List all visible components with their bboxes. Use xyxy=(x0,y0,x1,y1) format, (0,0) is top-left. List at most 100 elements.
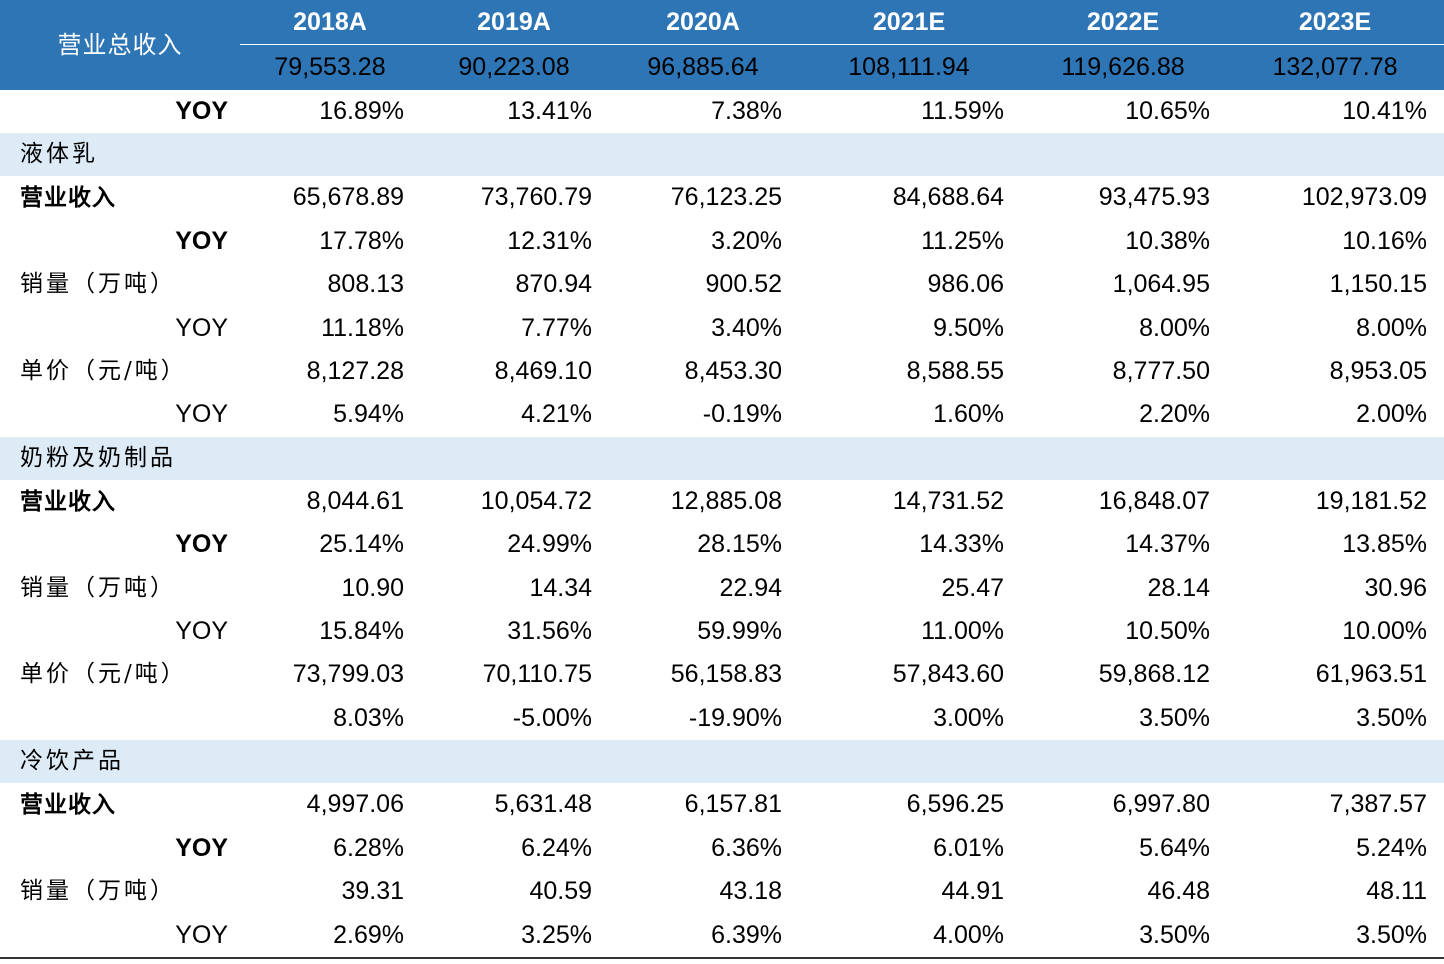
row-label: YOY xyxy=(175,400,228,429)
value-cell: 93,475.93 xyxy=(1098,183,1210,212)
row-label: 营业收入 xyxy=(20,184,116,212)
value-cell: 10.16% xyxy=(1342,226,1427,255)
value-cell: 59,868.12 xyxy=(1098,660,1210,689)
value-cell: 4,997.06 xyxy=(306,790,404,819)
value-cell: 6.24% xyxy=(521,833,592,862)
value-cell: 1.60% xyxy=(933,400,1004,429)
yoy-row: YOY 5.94% 4.21% -0.19% 1.60% 2.20% 2.00% xyxy=(0,393,1444,436)
value-cell: 30.96 xyxy=(1364,573,1427,602)
value-cell: 3.50% xyxy=(1356,703,1427,732)
value-cell: 73,799.03 xyxy=(292,660,404,689)
value-cell: 6,596.25 xyxy=(906,790,1004,819)
yoy-row: 8.03% -5.00% -19.90% 3.00% 3.50% 3.50% xyxy=(0,697,1444,740)
value-cell: 6,997.80 xyxy=(1112,790,1210,819)
value-cell: 14.37% xyxy=(1125,530,1210,559)
value-cell: 61,963.51 xyxy=(1315,660,1427,689)
value-cell: -5.00% xyxy=(512,703,592,732)
value-cell: 8.00% xyxy=(1139,313,1210,342)
value-cell: -19.90% xyxy=(688,703,782,732)
yoy-row: YOY 11.18% 7.77% 3.40% 9.50% 8.00% 8.00% xyxy=(0,307,1444,350)
value-cell: 11.25% xyxy=(921,226,1004,255)
value-cell: 8,777.50 xyxy=(1112,357,1210,386)
row-label xyxy=(0,697,240,740)
value-cell: 16.89% xyxy=(319,97,404,125)
row-label: 单价（元/吨） xyxy=(20,661,187,688)
value-cell: 102,973.09 xyxy=(1301,183,1427,212)
value-cell: 12,885.08 xyxy=(670,486,782,515)
value-cell: 24.99% xyxy=(507,530,592,559)
value-cell: 7.77% xyxy=(521,313,592,342)
value-cell: 3.00% xyxy=(933,703,1004,732)
value-cell: 2.00% xyxy=(1356,400,1427,429)
value-cell: 8,953.05 xyxy=(1329,357,1427,386)
value-cell: 8.03% xyxy=(333,703,404,732)
yoy-row: YOY 16.89% 13.41% 7.38% 11.59% 10.65% 10.41% xyxy=(0,90,1444,133)
row-label: YOY xyxy=(0,913,240,959)
total-revenue-cell: 90,223.08 xyxy=(420,44,608,90)
year-header: 2020A xyxy=(608,0,798,45)
value-cell: 14.34 xyxy=(529,573,592,602)
value-cell: 43.18 xyxy=(719,877,782,906)
value-cell: 7.38% xyxy=(711,97,782,125)
value-cell: 12.31% xyxy=(507,226,592,255)
row-label: 单价（元/吨） xyxy=(20,358,187,385)
value-cell: 17.78% xyxy=(319,226,404,255)
value-cell: 3.20% xyxy=(711,226,782,255)
value-cell: 6.01% xyxy=(933,833,1004,862)
value-cell: 8,469.10 xyxy=(494,357,592,386)
value-cell: 900.52 xyxy=(705,270,782,299)
value-cell: 11.00% xyxy=(921,617,1004,646)
value-cell: 10.00% xyxy=(1342,617,1427,646)
section-title: 奶粉及奶制品 xyxy=(0,436,1444,480)
value-cell: 76,123.25 xyxy=(670,183,782,212)
value-cell: 9.50% xyxy=(933,313,1004,342)
value-cell: 5,631.48 xyxy=(494,790,592,819)
metric-row: 销量（万吨） 808.13 870.94 900.52 986.06 1,064.95 1,… xyxy=(0,263,1444,306)
value-cell: 986.06 xyxy=(927,270,1004,299)
section-title: 冷饮产品 xyxy=(0,740,1444,784)
table-body: YOY 16.89% 13.41% 7.38% 11.59% 10.65% 10.41% 液体… xyxy=(0,90,1444,959)
total-revenue-cell: 79,553.28 xyxy=(240,44,420,90)
value-cell: 10,054.72 xyxy=(480,486,592,515)
value-cell: 11.18% xyxy=(321,313,404,342)
value-cell: 10.50% xyxy=(1125,617,1210,646)
value-cell: 70,110.75 xyxy=(482,660,592,689)
value-cell: 11.59% xyxy=(921,97,1004,125)
value-cell: 19,181.52 xyxy=(1315,486,1427,515)
value-cell: 3.40% xyxy=(711,313,782,342)
section-header-row: 奶粉及奶制品 xyxy=(0,436,1444,480)
value-cell: 3.25% xyxy=(420,913,608,959)
value-cell: 5.64% xyxy=(1139,833,1210,862)
value-cell: 10.38% xyxy=(1125,226,1210,255)
value-cell: 4.00% xyxy=(798,913,1020,959)
value-cell: 59.99% xyxy=(697,617,782,646)
value-cell: 8.00% xyxy=(1356,313,1427,342)
section-header-row: 冷饮产品 xyxy=(0,740,1444,784)
value-cell: 16,848.07 xyxy=(1098,486,1210,515)
value-cell: 6.36% xyxy=(711,833,782,862)
value-cell: 8,588.55 xyxy=(906,357,1004,386)
value-cell: 870.94 xyxy=(515,270,592,299)
metric-row: 销量（万吨） 10.90 14.34 22.94 25.47 28.14 30.96 xyxy=(0,567,1444,610)
total-revenue-cell: 132,077.78 xyxy=(1226,44,1444,90)
value-cell: 44.91 xyxy=(941,877,1004,906)
row-label: 销量（万吨） xyxy=(20,271,176,298)
value-cell: 808.13 xyxy=(327,270,404,299)
value-cell: 1,150.15 xyxy=(1329,270,1427,299)
year-header: 2022E xyxy=(1020,0,1226,45)
value-cell: 65,678.89 xyxy=(292,183,404,212)
value-cell: 15.84% xyxy=(319,617,404,646)
value-cell: 6.28% xyxy=(333,833,404,862)
value-cell: 3.50% xyxy=(1020,913,1226,959)
section-header-row: 液体乳 xyxy=(0,133,1444,177)
metric-row: 营业收入 4,997.06 5,631.48 6,157.81 6,596.25 6,99… xyxy=(0,783,1444,826)
row-label: YOY xyxy=(175,617,228,646)
row-label: YOY xyxy=(175,97,228,125)
value-cell: 3.50% xyxy=(1226,913,1444,959)
value-cell: 3.50% xyxy=(1139,703,1210,732)
value-cell: 48.11 xyxy=(1366,877,1427,906)
value-cell: 5.24% xyxy=(1356,833,1427,862)
table-header: 营业总收入 2018A 2019A 2020A 2021E 2022E 2023… xyxy=(0,0,1444,90)
row-label: 营业收入 xyxy=(20,487,116,515)
